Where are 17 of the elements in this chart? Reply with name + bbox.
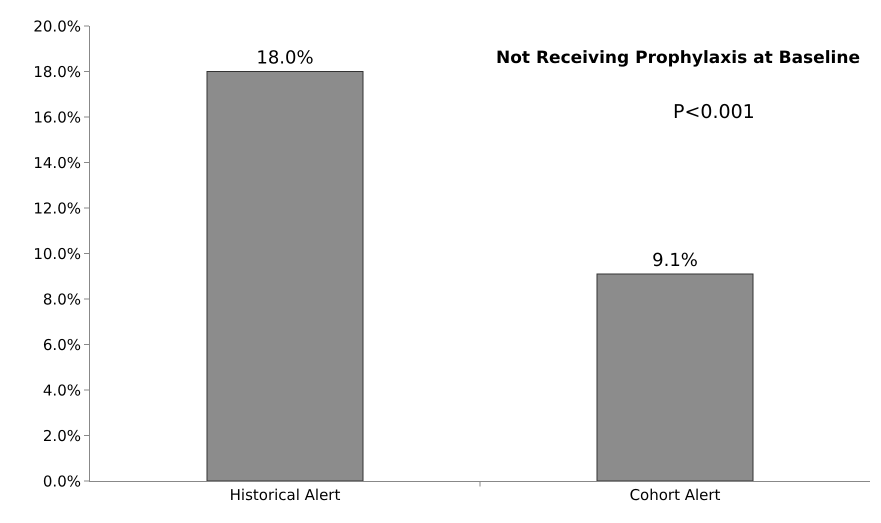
annotation: P<0.001 xyxy=(673,101,755,123)
y-tick-label: 18.0% xyxy=(33,62,81,81)
y-tick-label: 16.0% xyxy=(33,108,81,126)
y-tick-label: 8.0% xyxy=(42,290,81,308)
data-label: 9.1% xyxy=(652,250,698,271)
y-tick-label: 6.0% xyxy=(42,336,81,354)
y-tick-label: 14.0% xyxy=(33,154,81,172)
y-tick-label: 2.0% xyxy=(42,426,81,445)
text: Not Receiving Prophylaxis at Baseline xyxy=(496,48,860,68)
data-label: 18.0% xyxy=(256,48,314,68)
y-tick-label: 10.0% xyxy=(33,244,81,263)
y-tick-label: 4.0% xyxy=(42,381,81,400)
y-tick-label: 12.0% xyxy=(33,199,81,218)
y-tick-label: 0.0% xyxy=(42,472,81,490)
x-tick-label: Historical Alert xyxy=(230,486,340,504)
x-tick-label: Cohort Alert xyxy=(630,486,721,504)
y-tick-label: 20.0% xyxy=(33,17,81,36)
